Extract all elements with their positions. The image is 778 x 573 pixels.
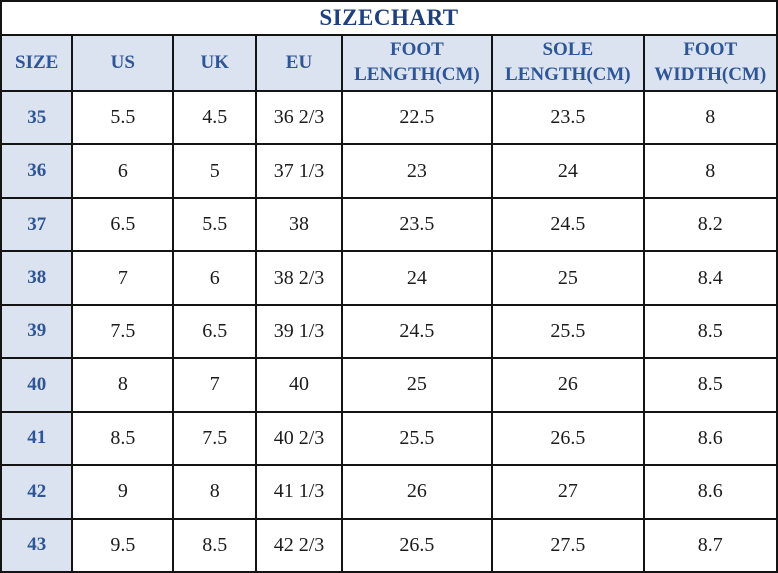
value-cell: 36 2/3 — [255, 89, 343, 146]
column-header: FOOT LENGTH(CM) — [340, 34, 494, 92]
value-cell: 25 — [491, 250, 645, 306]
value-cell: 5.5 — [71, 89, 175, 146]
size-cell: 36 — [0, 143, 74, 199]
value-cell: 23.5 — [491, 89, 645, 146]
value-cell: 8.5 — [642, 303, 778, 360]
value-cell: 27.5 — [491, 517, 645, 573]
value-cell: 7 — [172, 357, 258, 413]
value-cell: 8.5 — [71, 410, 175, 467]
value-cell: 5 — [172, 143, 258, 199]
value-cell: 9.5 — [71, 517, 175, 573]
value-cell: 23.5 — [340, 196, 494, 253]
value-cell: 40 — [255, 357, 343, 413]
value-cell: 8 — [172, 464, 258, 520]
value-cell: 27 — [491, 464, 645, 520]
value-cell: 6 — [71, 143, 175, 199]
value-cell: 8 — [642, 143, 778, 199]
table-row: 37 6.5 5.5 38 23.5 24.5 8.2 — [0, 196, 778, 253]
size-cell: 39 — [0, 303, 74, 360]
value-cell: 24 — [340, 250, 494, 306]
value-cell: 25 — [340, 357, 494, 413]
size-cell: 40 — [0, 357, 74, 413]
value-cell: 5.5 — [172, 196, 258, 253]
value-cell: 7.5 — [172, 410, 258, 467]
column-header: EU — [255, 34, 343, 92]
table-row: 36 6 5 37 1/3 23 24 8 — [0, 143, 778, 199]
table-row: 42 9 8 41 1/3 26 27 8.6 — [0, 464, 778, 520]
value-cell: 9 — [71, 464, 175, 520]
table-row: 38 7 6 38 2/3 24 25 8.4 — [0, 250, 778, 306]
size-cell: 43 — [0, 517, 74, 573]
value-cell: 39 1/3 — [255, 303, 343, 360]
table-row: 43 9.5 8.5 42 2/3 26.5 27.5 8.7 — [0, 517, 778, 573]
value-cell: 38 2/3 — [255, 250, 343, 306]
column-header: SOLE LENGTH(CM) — [491, 34, 645, 92]
column-header: SIZE — [0, 34, 74, 92]
value-cell: 25.5 — [340, 410, 494, 467]
chart-title: SIZECHART — [0, 0, 778, 36]
value-cell: 8.5 — [642, 357, 778, 413]
table-row: 41 8.5 7.5 40 2/3 25.5 26.5 8.6 — [0, 410, 778, 467]
value-cell: 8 — [642, 89, 778, 146]
value-cell: 24.5 — [340, 303, 494, 360]
value-cell: 26.5 — [340, 517, 494, 573]
title-row: SIZECHART — [0, 0, 778, 36]
value-cell: 8.6 — [642, 464, 778, 520]
value-cell: 7.5 — [71, 303, 175, 360]
value-cell: 41 1/3 — [255, 464, 343, 520]
value-cell: 8.6 — [642, 410, 778, 467]
value-cell: 7 — [71, 250, 175, 306]
value-cell: 25.5 — [491, 303, 645, 360]
value-cell: 22.5 — [340, 89, 494, 146]
table-body: 35 5.5 4.5 36 2/3 22.5 23.5 8 36 6 5 37 1/3 23 24 8 37… — [0, 89, 778, 573]
value-cell: 37 1/3 — [255, 143, 343, 199]
column-header: FOOT WIDTH(CM) — [642, 34, 778, 92]
value-cell: 6.5 — [71, 196, 175, 253]
size-cell: 38 — [0, 250, 74, 306]
table-row: 35 5.5 4.5 36 2/3 22.5 23.5 8 — [0, 89, 778, 146]
value-cell: 8.7 — [642, 517, 778, 573]
value-cell: 26 — [491, 357, 645, 413]
value-cell: 24 — [491, 143, 645, 199]
value-cell: 8.5 — [172, 517, 258, 573]
value-cell: 8.2 — [642, 196, 778, 253]
table-row: 40 8 7 40 25 26 8.5 — [0, 357, 778, 413]
value-cell: 26.5 — [491, 410, 645, 467]
size-cell: 41 — [0, 410, 74, 467]
size-cell: 42 — [0, 464, 74, 520]
value-cell: 8 — [71, 357, 175, 413]
table-row: 39 7.5 6.5 39 1/3 24.5 25.5 8.5 — [0, 303, 778, 360]
header-row: SIZE US UK EU FOOT LENGTH(CM) SOLE LENGTH(CM)… — [0, 34, 778, 92]
size-cell: 35 — [0, 89, 74, 146]
column-header: US — [71, 34, 175, 92]
size-cell: 37 — [0, 196, 74, 253]
value-cell: 6.5 — [172, 303, 258, 360]
value-cell: 26 — [340, 464, 494, 520]
value-cell: 8.4 — [642, 250, 778, 306]
value-cell: 40 2/3 — [255, 410, 343, 467]
value-cell: 38 — [255, 196, 343, 253]
value-cell: 23 — [340, 143, 494, 199]
value-cell: 6 — [172, 250, 258, 306]
value-cell: 24.5 — [491, 196, 645, 253]
value-cell: 42 2/3 — [255, 517, 343, 573]
value-cell: 4.5 — [172, 89, 258, 146]
column-header: UK — [172, 34, 258, 92]
